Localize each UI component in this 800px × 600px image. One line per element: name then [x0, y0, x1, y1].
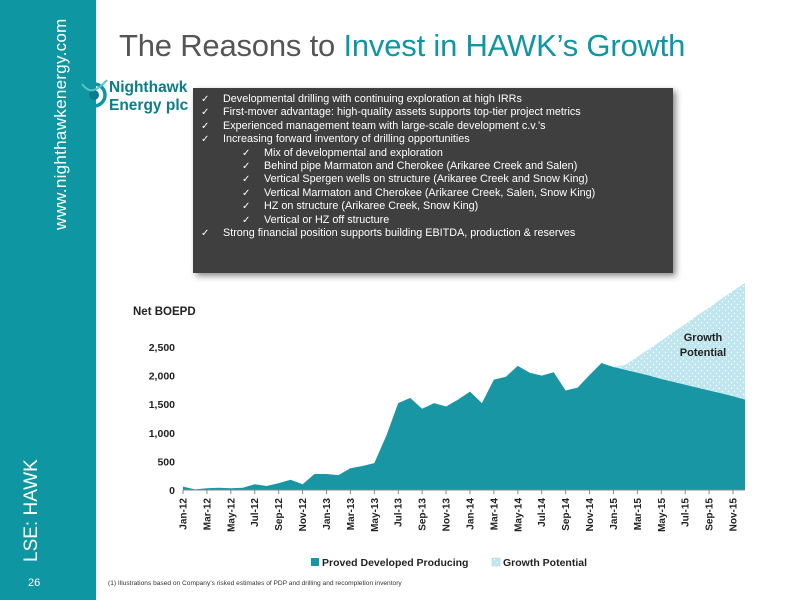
- bullet-text: Experienced management team with large-s…: [223, 119, 546, 132]
- check-icon: ✓: [201, 107, 210, 119]
- check-icon: ✓: [242, 161, 251, 173]
- bullet-list: ✓ Developmental drilling with continuing …: [199, 93, 667, 240]
- check-icon: ✓: [242, 147, 251, 159]
- legend-swatch-growth: [491, 557, 501, 567]
- x-tick-label: May-15: [657, 498, 668, 532]
- annotation-line1: Growth: [684, 332, 723, 344]
- bullet-text: First-mover advantage: high-quality asse…: [223, 106, 581, 119]
- x-tick-label: May-13: [370, 498, 381, 532]
- bullet-text: Behind pipe Marmaton and Cherokee (Arika…: [264, 160, 578, 173]
- x-tick-label: Sep-15: [705, 498, 716, 531]
- x-tick-label: Mar-13: [346, 498, 357, 531]
- bullet-text: Increasing forward inventory of drilling…: [223, 133, 470, 146]
- y-tick-label: 0: [169, 485, 175, 497]
- x-tick-label: Mar-14: [489, 498, 500, 531]
- x-tick-label: Jan-13: [322, 498, 333, 530]
- x-tick-label: Jul-12: [250, 498, 261, 527]
- y-tick-label: 1,500: [149, 399, 175, 411]
- bullet-text: Strong financial position supports build…: [223, 227, 576, 240]
- bullet-text: Vertical Spergen wells on structure (Ari…: [264, 173, 589, 186]
- check-icon: ✓: [242, 201, 251, 213]
- x-tick-label: Nov-13: [442, 498, 453, 532]
- bullet-text: Developmental drilling with continuing e…: [223, 93, 522, 105]
- y-tick-label: 2,500: [149, 342, 175, 354]
- legend-swatch-pdp: [311, 558, 319, 566]
- title-accent: Invest in HAWK’s Growth: [343, 28, 686, 63]
- nighthawk-logo-icon: [81, 79, 108, 108]
- sub-bullet-item: ✓ Vertical Marmaton and Cherokee (Arikare…: [199, 187, 667, 200]
- check-icon: ✓: [201, 134, 210, 146]
- x-tick-label: Sep-14: [561, 498, 572, 531]
- x-tick-label: Sep-13: [418, 498, 429, 531]
- x-tick-label: Nov-15: [729, 498, 740, 532]
- check-icon: ✓: [201, 94, 210, 105]
- footnote: (1) Illustrations based on Company’s ris…: [108, 580, 402, 587]
- bullet-item: ✓ Increasing forward inventory of drillin…: [199, 133, 667, 146]
- x-tick-label: Nov-12: [298, 498, 309, 532]
- website-url[interactable]: www.nighthawkenergy.com: [51, 18, 70, 230]
- logo-line2: Energy plc: [109, 97, 189, 114]
- bullet-item: ✓ Developmental drilling with continuing …: [199, 93, 667, 106]
- x-tick-label: Jan-14: [465, 498, 476, 530]
- legend-label-growth: Growth Potential: [503, 557, 587, 569]
- y-tick-label: 2,000: [149, 371, 175, 383]
- check-icon: ✓: [242, 214, 251, 226]
- production-chart: Net BOEPD 0 500 1,000 1,500 2,000 2,500 Jan-12 M…: [133, 282, 745, 569]
- sub-bullet-item: ✓ Mix of developmental and exploration: [199, 147, 667, 160]
- company-logo: Nighthawk Energy plc: [80, 78, 200, 124]
- check-icon: ✓: [201, 120, 210, 132]
- x-tick-label: Jan-15: [609, 498, 620, 530]
- x-tick-label: Mar-15: [633, 498, 644, 531]
- sub-bullet-item: ✓ Behind pipe Marmaton and Cherokee (Arik…: [199, 160, 667, 173]
- sub-bullet-item: ✓ Vertical Spergen wells on structure (Ar…: [199, 173, 667, 186]
- x-tick-label: Jul-14: [537, 498, 548, 527]
- x-tick-label: May-12: [226, 498, 237, 532]
- bullet-text: Vertical or HZ off structure: [264, 213, 390, 226]
- bullet-item: ✓ Experienced management team with large-…: [199, 120, 667, 133]
- x-tick-label: Jul-15: [681, 498, 692, 527]
- x-tick-label: Mar-12: [202, 498, 213, 531]
- stock-ticker: LSE: HAWK: [21, 459, 42, 562]
- bullet-text: Mix of developmental and exploration: [264, 146, 443, 159]
- bullet-item: ✓ First-mover advantage: high-quality ass…: [199, 106, 667, 119]
- logo-line1: Nighthawk: [109, 79, 188, 96]
- bullet-text: HZ on structure (Arikaree Creek, Snow Ki…: [264, 200, 479, 213]
- legend-label-pdp: Proved Developed Producing: [322, 557, 468, 569]
- x-tick-label: Jul-13: [394, 498, 405, 527]
- bullet-text: Vertical Marmaton and Cherokee (Arikaree…: [264, 186, 596, 199]
- x-tick-label: Sep-12: [274, 498, 285, 531]
- sub-bullet-item: ✓ HZ on structure (Arikaree Creek, Snow K…: [199, 200, 667, 213]
- x-tick-label: Jan-12: [179, 498, 190, 530]
- annotation-line2: Potential: [680, 347, 726, 359]
- page-number: 26: [28, 577, 41, 589]
- pdp-area: [183, 363, 745, 490]
- growth-potential-area: [613, 282, 745, 400]
- y-tick-label: 500: [157, 456, 175, 468]
- sub-bullet-item: ✓ Vertical or HZ off structure: [199, 214, 667, 227]
- x-tick-label: May-14: [513, 498, 524, 532]
- page-title: The Reasons to Invest in HAWK’s Growth: [119, 28, 685, 64]
- sidebar: www.nighthawkenergy.com LSE: HAWK 26: [0, 0, 96, 600]
- bullet-item: ✓ Strong financial position supports buil…: [199, 227, 667, 240]
- y-axis-label: Net BOEPD: [133, 306, 196, 318]
- bullet-box: ✓ Developmental drilling with continuing …: [193, 88, 673, 273]
- title-prefix: The Reasons to: [119, 28, 344, 63]
- x-tick-label: Nov-14: [585, 498, 596, 532]
- check-icon: ✓: [242, 174, 251, 186]
- y-tick-label: 1,000: [149, 428, 175, 440]
- check-icon: ✓: [242, 187, 251, 199]
- check-icon: ✓: [201, 228, 210, 240]
